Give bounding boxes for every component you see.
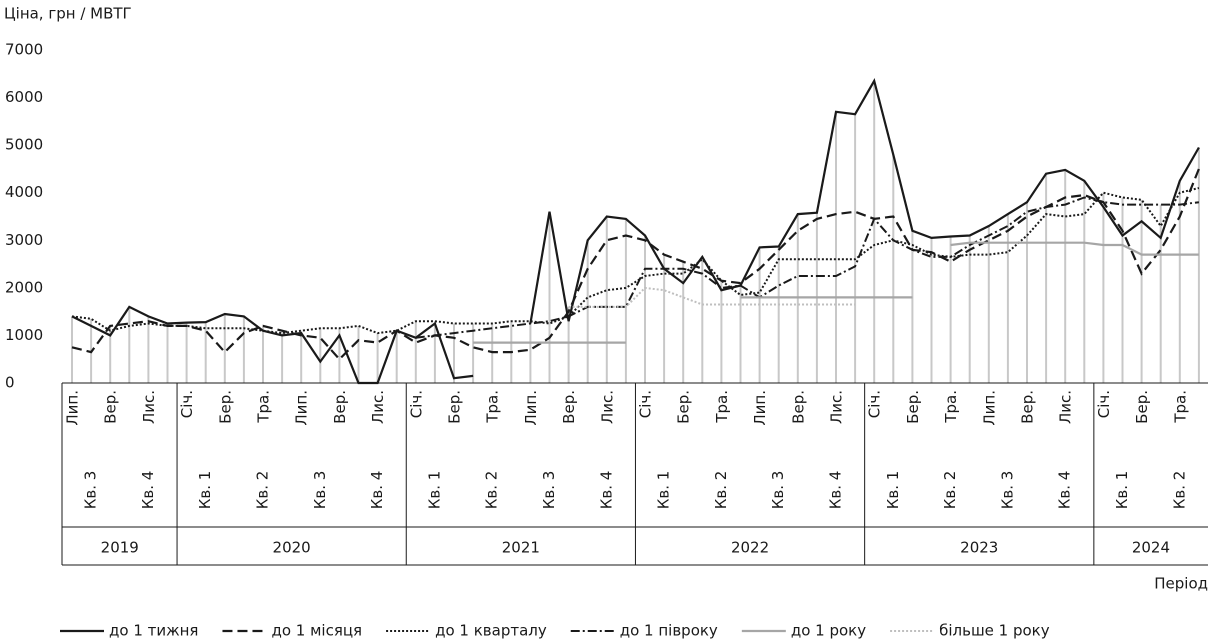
x-tick-label: Тра.	[1171, 390, 1189, 424]
series-line	[568, 286, 856, 308]
series-line	[71, 187, 1200, 335]
x-tick-label: Тра.	[255, 390, 273, 424]
year-label: 2019	[101, 539, 139, 557]
quarter-label: Кв. 4	[1056, 471, 1074, 510]
x-tick-label: Січ.	[178, 390, 196, 418]
quarter-label: Кв. 3	[998, 471, 1016, 510]
quarter-label: Кв. 2	[254, 471, 272, 510]
quarter-label: Кв. 3	[540, 471, 558, 510]
y-tick-label: 0	[5, 374, 15, 392]
quarter-label: Кв. 4	[139, 471, 157, 510]
year-label: 2023	[960, 539, 998, 557]
quarter-label: Кв. 1	[1113, 471, 1131, 510]
series-line	[473, 241, 1199, 344]
legend-label: до 1 кварталу	[435, 622, 547, 640]
quarter-label: Кв. 4	[368, 471, 386, 510]
x-tick-label: Вер.	[102, 390, 120, 424]
x-tick-label: Бер.	[1133, 390, 1151, 424]
y-tick-label: 7000	[5, 41, 43, 59]
x-tick-label: Тра.	[942, 390, 960, 424]
quarter-label: Кв. 3	[311, 471, 329, 510]
x-tick-label: Лип.	[751, 390, 769, 426]
x-tick-label: Лис.	[598, 390, 616, 424]
quarter-label: Кв. 3	[82, 471, 100, 510]
x-tick-label: Січ.	[637, 390, 655, 418]
x-tick-label: Вер.	[331, 390, 349, 424]
quarter-label: Кв. 2	[941, 471, 959, 510]
legend-label: більше 1 року	[939, 622, 1050, 640]
x-tick-label: Вер.	[789, 390, 807, 424]
x-tick-label: Січ.	[866, 390, 884, 418]
series-line	[415, 196, 1200, 339]
quarter-label: Кв. 2	[712, 471, 730, 510]
x-tick-label: Вер.	[560, 390, 578, 424]
x-tick-label: Лип.	[522, 390, 540, 426]
series-line	[71, 78, 1200, 385]
y-axis-label: Ціна, грн / МВТГ	[4, 5, 132, 23]
year-label: 2022	[731, 539, 769, 557]
year-label: 2021	[502, 539, 540, 557]
x-tick-label: Лис.	[828, 390, 846, 424]
x-tick-label: Січ.	[1095, 390, 1113, 418]
x-axis-label: Період	[1154, 575, 1208, 593]
x-tick-label: Бер.	[446, 390, 464, 424]
x-tick-label: Вер.	[1019, 390, 1037, 424]
quarter-label: Кв. 2	[483, 471, 501, 510]
x-tick-label: Тра.	[484, 390, 502, 424]
legend-label: до 1 півроку	[620, 622, 718, 640]
y-tick-label: 4000	[5, 183, 43, 201]
quarter-label: Кв. 4	[827, 471, 845, 510]
quarter-label: Кв. 3	[769, 471, 787, 510]
quarter-label: Кв. 1	[425, 471, 443, 510]
legend-label: до 1 року	[791, 622, 866, 640]
year-label: 2020	[273, 539, 311, 557]
x-tick-label: Тра.	[713, 390, 731, 424]
legend-label: до 1 тижня	[109, 622, 198, 640]
x-tick-label: Бер.	[216, 390, 234, 424]
y-tick-label: 6000	[5, 88, 43, 106]
x-tick-label: Лип.	[293, 390, 311, 426]
y-tick-label: 2000	[5, 278, 43, 296]
x-tick-label: Лип.	[64, 390, 82, 426]
quarter-label: Кв. 4	[597, 471, 615, 510]
legend-label: до 1 місяця	[271, 622, 362, 640]
y-tick-label: 3000	[5, 231, 43, 249]
quarter-label: Кв. 1	[884, 471, 902, 510]
quarter-label: Кв. 1	[655, 471, 673, 510]
x-tick-label: Січ.	[407, 390, 425, 418]
quarter-label: Кв. 1	[196, 471, 214, 510]
quarter-label: Кв. 2	[1170, 471, 1188, 510]
year-label: 2024	[1132, 539, 1170, 557]
x-tick-label: Лис.	[140, 390, 158, 424]
y-tick-label: 5000	[5, 136, 43, 154]
x-tick-label: Лис.	[369, 390, 387, 424]
y-tick-label: 1000	[5, 326, 43, 344]
x-tick-label: Лип.	[980, 390, 998, 426]
series-line	[71, 168, 1200, 361]
x-tick-label: Лис.	[1057, 390, 1075, 424]
x-tick-label: Бер.	[904, 390, 922, 424]
x-tick-label: Бер.	[675, 390, 693, 424]
